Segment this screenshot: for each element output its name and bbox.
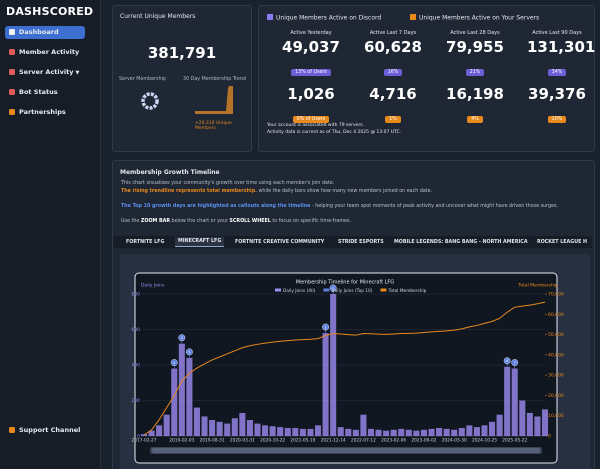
bar [527,413,533,436]
bar [315,425,321,436]
x-tick-label: 2017-02-27 [132,438,157,444]
bar [398,429,404,436]
legend-swatch [275,289,281,292]
bar [474,427,480,436]
bar [209,420,215,436]
x-tick-label: 2019-08-31 [200,438,225,444]
bar [247,420,253,436]
bar [307,429,313,436]
bar [489,422,495,436]
bar [376,430,382,436]
bar [368,429,374,436]
bar [406,430,412,436]
bar [391,430,397,436]
x-tick-label: 2024-10-25 [472,438,497,444]
bar [292,428,298,436]
bar [217,422,223,436]
x-tick-label: 2019-02-03 [169,438,194,444]
bar [360,415,366,436]
x-tick-label: 2021-05-19 [290,438,315,444]
bar [186,358,192,436]
bar [300,429,306,436]
bar [194,408,200,436]
y-tick-label: 200 [131,398,140,404]
y2-axis-title: Total Membership [517,283,558,289]
chart-title: Membership Timeline for Minecraft LFG [296,280,395,286]
bar [179,344,185,436]
bar [330,294,336,436]
bar [239,413,245,436]
bar [459,428,465,436]
legend-label: Daily Joins (All) [283,288,316,294]
bar [171,369,177,436]
y2-tick-label: 70,000 [548,292,564,298]
y2-tick-label: 40,000 [548,352,564,358]
bar [164,415,170,436]
callout-label: 7 [514,361,516,365]
x-tick-label: 2023-09-02 [411,438,436,444]
y2-tick-label: 20,000 [548,393,564,399]
x-tick-label: 2024-03-30 [442,438,467,444]
y2-tick-label: 30,000 [548,373,564,379]
y2-tick-label: 60,000 [548,312,564,318]
bar [497,415,503,436]
bar [481,425,487,436]
bar [542,409,548,436]
bar [512,369,518,436]
y-tick-label: 400 [131,363,140,369]
y-tick-label: 800 [131,292,140,298]
bar [353,430,359,436]
y2-tick-label: 10,000 [548,413,564,419]
bar [519,401,525,437]
x-tick-label: 2020-03-31 [230,438,255,444]
bar [254,424,260,436]
bar [323,333,329,436]
bar [338,427,344,436]
bar [277,427,283,436]
bar [428,429,434,436]
x-tick-label: 2020-10-22 [260,438,285,444]
x-tick-label: 2023-02-06 [381,438,406,444]
y2-tick-label: 50,000 [548,332,564,338]
callout-label: 2 [324,325,326,329]
bar [262,425,268,436]
bar [413,431,419,436]
bar [202,416,208,436]
zoom-handle[interactable] [152,448,540,453]
legend-label: Daily Joins (Top 10) [331,288,372,294]
callout-label: 3 [181,336,183,340]
bar [224,424,230,436]
bar [156,425,162,436]
bar [285,428,291,436]
bar [534,416,540,436]
legend-swatch [380,289,386,292]
bar [504,367,510,436]
bar [444,429,450,436]
bar [383,431,389,436]
legend-swatch [323,289,329,292]
legend-label: Total Membership [387,288,426,294]
bar [436,428,442,436]
y-tick-label: 600 [131,327,140,333]
x-tick-label: 2021-12-14 [321,438,346,444]
bar [451,430,457,436]
bar [466,425,472,436]
bar [345,429,351,436]
y-axis-title: Daily Joins [141,283,165,289]
callout-label: 5 [173,361,175,365]
bar [232,418,238,436]
bar [421,430,427,436]
x-tick-label: 2025-05-22 [502,438,527,444]
bar [270,426,276,436]
y2-tick-label: 0 [548,434,551,440]
x-tick-label: 2022-07-12 [351,438,376,444]
